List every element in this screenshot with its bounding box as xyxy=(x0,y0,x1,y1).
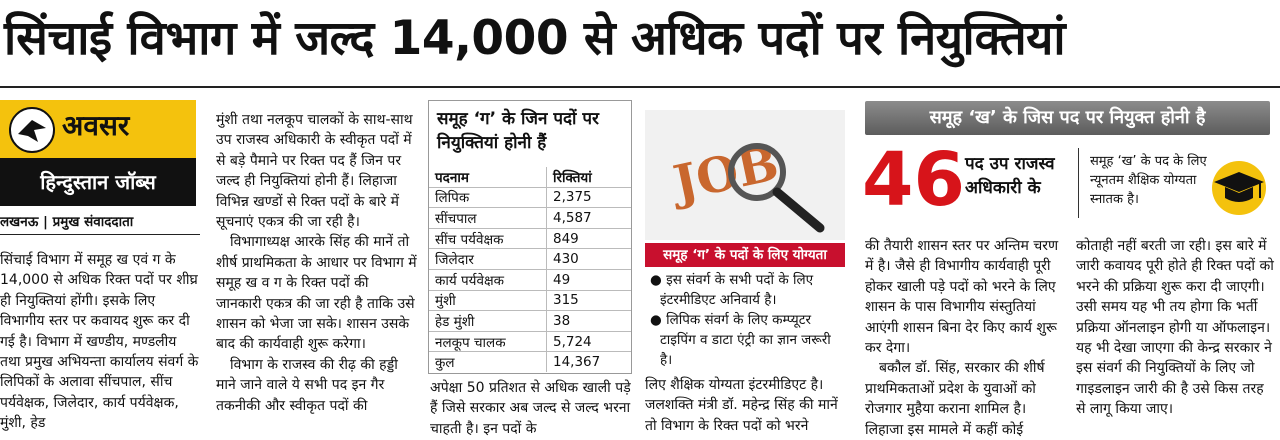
magnifier xyxy=(728,143,786,201)
paragraph: की तैयारी शासन स्तर पर अन्तिम चरण में है… xyxy=(865,238,1059,357)
table-cell: 5,724 xyxy=(545,330,631,352)
column: लिए शैक्षिक योग्यता इंटरमीडिएट है। जलशक्… xyxy=(645,375,847,440)
headline: सिंचाई विभाग में जल्द 14,000 से अधिक पदो… xyxy=(4,11,1066,66)
table-row: सींच पर्यवेक्षक 849 xyxy=(429,227,631,249)
paragraph: मुंशी तथा नलकूप चालकों के साथ-साथ उप राज… xyxy=(216,112,413,231)
bullet-list: ● इस संवर्ग के सभी पदों के लिए इंटरमीडिए… xyxy=(650,270,845,370)
banner: समूह ‘ख’ के जिस पद पर नियुक्त होनी है xyxy=(865,101,1270,135)
table-row: हेड मुंशी 38 xyxy=(429,310,631,332)
paragraph: सिंचाई विभाग में समूह ख एवं ग के 14,000 … xyxy=(0,252,199,432)
table-cell: कार्य पर्यवेक्षक xyxy=(429,268,547,291)
table-cell: 38 xyxy=(545,310,631,332)
table-cell: सींचपाल xyxy=(429,207,547,229)
table-cell: लिपिक xyxy=(429,186,547,208)
table-cell: नलकूप चालक xyxy=(429,330,547,352)
header-cell: पदनाम xyxy=(435,169,469,186)
paragraph: लिए शैक्षिक योग्यता इंटरमीडिएट है। जलशक्… xyxy=(645,377,838,434)
table-cell: सींच पर्यवेक्षक xyxy=(429,227,547,249)
table: पदनाम रिक्तियां लिपिक 2,375 सींचपाल 4,587 सी… xyxy=(429,167,631,372)
table-cell: 430 xyxy=(545,248,631,270)
table-cell: कुल xyxy=(429,351,547,372)
qualification: समूह ‘ख’ के पद के लिए न्यूनतम शैक्षिक यो… xyxy=(1090,154,1207,207)
magnifier-handle xyxy=(772,187,825,233)
column: अपेक्षा 50 प्रतिशत से अधिक खाली पड़े हैं… xyxy=(430,378,632,440)
rule xyxy=(0,86,1280,88)
column: सिंचाई विभाग में समूह ख एवं ग के 14,000 … xyxy=(0,250,200,440)
caption: समूह ‘ग’ के पदों के लिए योग्यता xyxy=(645,243,845,267)
table-cell: 49 xyxy=(545,268,631,291)
table-row: सींचपाल 4,587 xyxy=(429,207,631,229)
table-header: पदनाम रिक्तियां xyxy=(429,167,631,188)
table-row: मुंशी 315 xyxy=(429,289,631,311)
logo-icon xyxy=(9,107,55,153)
logo-title: अवसर xyxy=(62,109,130,142)
table-row: कुल 14,367 xyxy=(429,351,631,372)
table-cell: 849 xyxy=(545,227,631,249)
table-cell: 2,375 xyxy=(545,186,631,208)
paragraph: कोताही नहीं बरती जा रही। इस बारे में जार… xyxy=(1076,238,1274,418)
column: कोताही नहीं बरती जा रही। इस बारे में जार… xyxy=(1076,236,1276,440)
logo-subtitle: हिन्दुस्तान जॉब्स xyxy=(0,158,196,206)
post-text: पद उप राजस्व अधिकारी के xyxy=(965,154,1055,198)
column: मुंशी तथा नलकूप चालकों के साथ-साथ उप राज… xyxy=(216,110,418,440)
bullet: ● इस संवर्ग के सभी पदों के लिए इंटरमीडिए… xyxy=(650,272,814,308)
divider xyxy=(1078,148,1079,218)
table-cell: जिलेदार xyxy=(429,248,547,270)
logo: अवसर हिन्दुस्तान जॉब्स xyxy=(0,100,196,206)
table-row: लिपिक 2,375 xyxy=(429,186,631,208)
table-cell: मुंशी xyxy=(429,289,547,311)
table-cell: हेड मुंशी xyxy=(429,310,547,332)
table-cell: 4,587 xyxy=(545,207,631,229)
paragraph: अपेक्षा 50 प्रतिशत से अधिक खाली पड़े हैं… xyxy=(430,380,631,437)
paragraph: विभाग के राजस्व की रीढ़ की हड्डी माने जा… xyxy=(216,356,398,414)
table-cell: 14,367 xyxy=(545,351,631,372)
paragraph: बकौल डॉ. सिंह, सरकार की शीर्ष प्राथमिकता… xyxy=(865,360,1045,438)
table-title: समूह ‘ग’ के जिन पदों पर नियुक्तियां होनी… xyxy=(437,109,599,153)
byline: लखनऊ | प्रमुख संवाददाता xyxy=(0,212,200,235)
job-image: JOB xyxy=(645,110,845,240)
table-box: समूह ‘ग’ के जिन पदों पर नियुक्तियां होनी… xyxy=(428,100,632,374)
bullet: ● लिपिक संवर्ग के लिए कम्प्यूटर टाइपिंग … xyxy=(650,312,831,368)
table-row: कार्य पर्यवेक्षक 49 xyxy=(429,268,631,291)
table-row: जिलेदार 430 xyxy=(429,248,631,270)
big-number: 46 xyxy=(862,137,965,223)
column: की तैयारी शासन स्तर पर अन्तिम चरण में है… xyxy=(865,236,1061,440)
header-cell: रिक्तियां xyxy=(545,167,631,188)
table-cell: 315 xyxy=(545,289,631,311)
grad-cap-icon xyxy=(1212,161,1266,215)
table-row: नलकूप चालक 5,724 xyxy=(429,330,631,352)
paragraph: विभागाध्यक्ष आरके सिंह की मानें तो शीर्ष… xyxy=(216,234,417,353)
